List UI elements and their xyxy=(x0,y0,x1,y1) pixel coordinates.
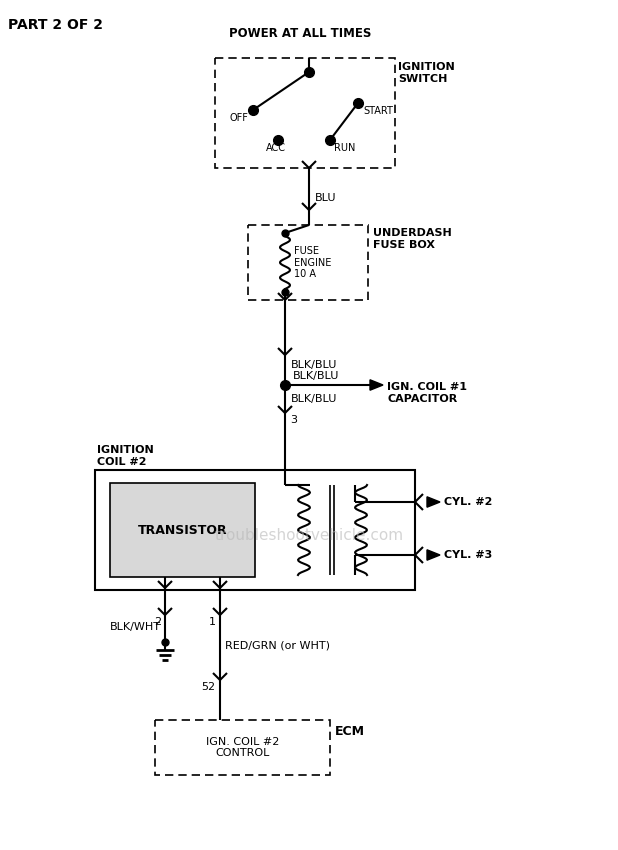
Text: IGN. COIL #1
CAPACITOR: IGN. COIL #1 CAPACITOR xyxy=(387,382,467,404)
Text: ACC: ACC xyxy=(266,143,286,153)
Polygon shape xyxy=(427,496,440,507)
Text: 3: 3 xyxy=(290,415,297,425)
Bar xyxy=(110,483,255,577)
Text: POWER AT ALL TIMES: POWER AT ALL TIMES xyxy=(229,27,371,40)
Text: CYL. #2: CYL. #2 xyxy=(444,497,493,507)
Text: ECM: ECM xyxy=(335,725,365,738)
Text: RUN: RUN xyxy=(334,143,355,153)
Text: 2: 2 xyxy=(154,617,161,627)
Text: 52: 52 xyxy=(201,682,215,692)
Text: BLK/WHT: BLK/WHT xyxy=(110,622,161,632)
Text: BLK/BLU: BLK/BLU xyxy=(291,394,337,404)
Text: 1: 1 xyxy=(209,617,216,627)
Text: CYL. #3: CYL. #3 xyxy=(444,550,493,560)
Polygon shape xyxy=(427,550,440,560)
Text: START: START xyxy=(363,106,393,116)
Text: IGNITION
SWITCH: IGNITION SWITCH xyxy=(398,62,455,83)
Text: BLU: BLU xyxy=(315,193,336,203)
Text: TRANSISTOR: TRANSISTOR xyxy=(138,524,227,536)
Text: IGNITION
COIL #2: IGNITION COIL #2 xyxy=(97,445,154,467)
Text: FUSE
ENGINE
10 A: FUSE ENGINE 10 A xyxy=(294,246,331,279)
Text: IGN. COIL #2
CONTROL: IGN. COIL #2 CONTROL xyxy=(206,737,279,758)
Bar xyxy=(248,225,368,300)
Text: PART 2 OF 2: PART 2 OF 2 xyxy=(8,18,103,32)
Text: UNDERDASH
FUSE BOX: UNDERDASH FUSE BOX xyxy=(373,228,452,250)
Bar xyxy=(155,720,330,775)
Text: RED/GRN (or WHT): RED/GRN (or WHT) xyxy=(225,640,330,650)
Bar xyxy=(215,58,395,168)
Text: BLK/BLU: BLK/BLU xyxy=(291,360,337,370)
Text: OFF: OFF xyxy=(229,113,248,123)
Bar xyxy=(95,470,415,590)
Text: BLK/BLU: BLK/BLU xyxy=(293,371,339,381)
Text: troubleshootvehicle.com: troubleshootvehicle.com xyxy=(214,528,404,542)
Polygon shape xyxy=(370,380,383,390)
